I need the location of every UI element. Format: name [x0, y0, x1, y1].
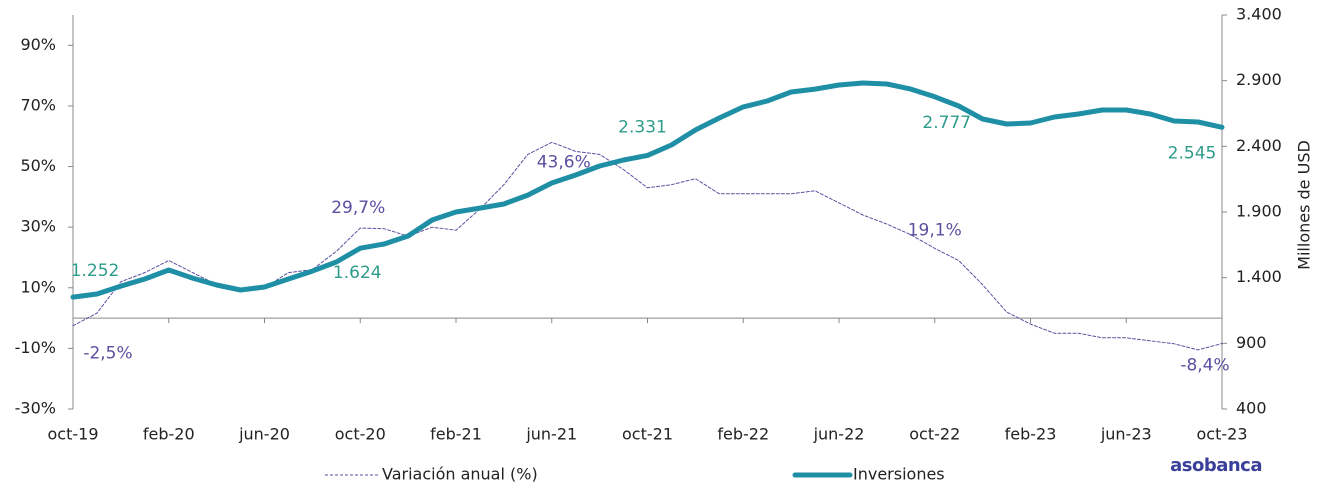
x-tick-label: jun-23	[1100, 425, 1152, 444]
x-tick-label: oct-21	[622, 425, 673, 444]
x-tick-label: oct-19	[48, 425, 99, 444]
y2-tick-label: 400	[1236, 399, 1267, 418]
y2-tick-label: 2.400	[1236, 136, 1282, 155]
x-tick-label: oct-22	[909, 425, 960, 444]
annotation: 1.252	[71, 261, 120, 281]
x-tick-label: oct-23	[1197, 425, 1248, 444]
legend-label: Variación anual (%)	[382, 465, 538, 484]
x-tick-label: feb-23	[1005, 425, 1057, 444]
annotation: 2.545	[1168, 143, 1217, 163]
x-tick-label: feb-20	[143, 425, 195, 444]
x-tick-label: feb-22	[717, 425, 769, 444]
annotation: -2,5%	[83, 344, 132, 364]
y2-axis-label: Millones de USD	[1295, 140, 1314, 270]
x-tick-label: jun-20	[238, 425, 290, 444]
y-tick-label: -10%	[15, 338, 56, 357]
x-tick-label: jun-22	[813, 425, 865, 444]
y-tick-label: 10%	[20, 277, 56, 296]
y-tick-label: -30%	[15, 399, 56, 418]
x-tick-label: feb-21	[430, 425, 482, 444]
annotation: 19,1%	[908, 220, 962, 240]
series-line	[70, 80, 1225, 300]
annotation: 29,7%	[331, 198, 385, 218]
y-tick-label: 90%	[20, 35, 56, 54]
x-tick-label: oct-20	[335, 425, 386, 444]
y2-tick-label: 3.400	[1236, 5, 1282, 24]
y2-tick-label: 1.400	[1236, 267, 1282, 286]
annotation: 1.624	[333, 263, 382, 283]
y2-tick-label: 2.900	[1236, 70, 1282, 89]
y-tick-label: 30%	[20, 217, 56, 236]
annotation: 2.331	[618, 117, 667, 137]
annotation: 2.777	[922, 113, 971, 133]
y-tick-label: 70%	[20, 95, 56, 114]
annotation: 43,6%	[537, 152, 591, 172]
y2-tick-label: 900	[1236, 333, 1267, 352]
legend-label: Inversiones	[853, 465, 945, 484]
annotation: -8,4%	[1180, 356, 1229, 376]
y-tick-label: 50%	[20, 156, 56, 175]
logo: asobanca	[1170, 455, 1262, 476]
x-tick-label: jun-21	[525, 425, 577, 444]
y2-tick-label: 1.900	[1236, 202, 1282, 221]
